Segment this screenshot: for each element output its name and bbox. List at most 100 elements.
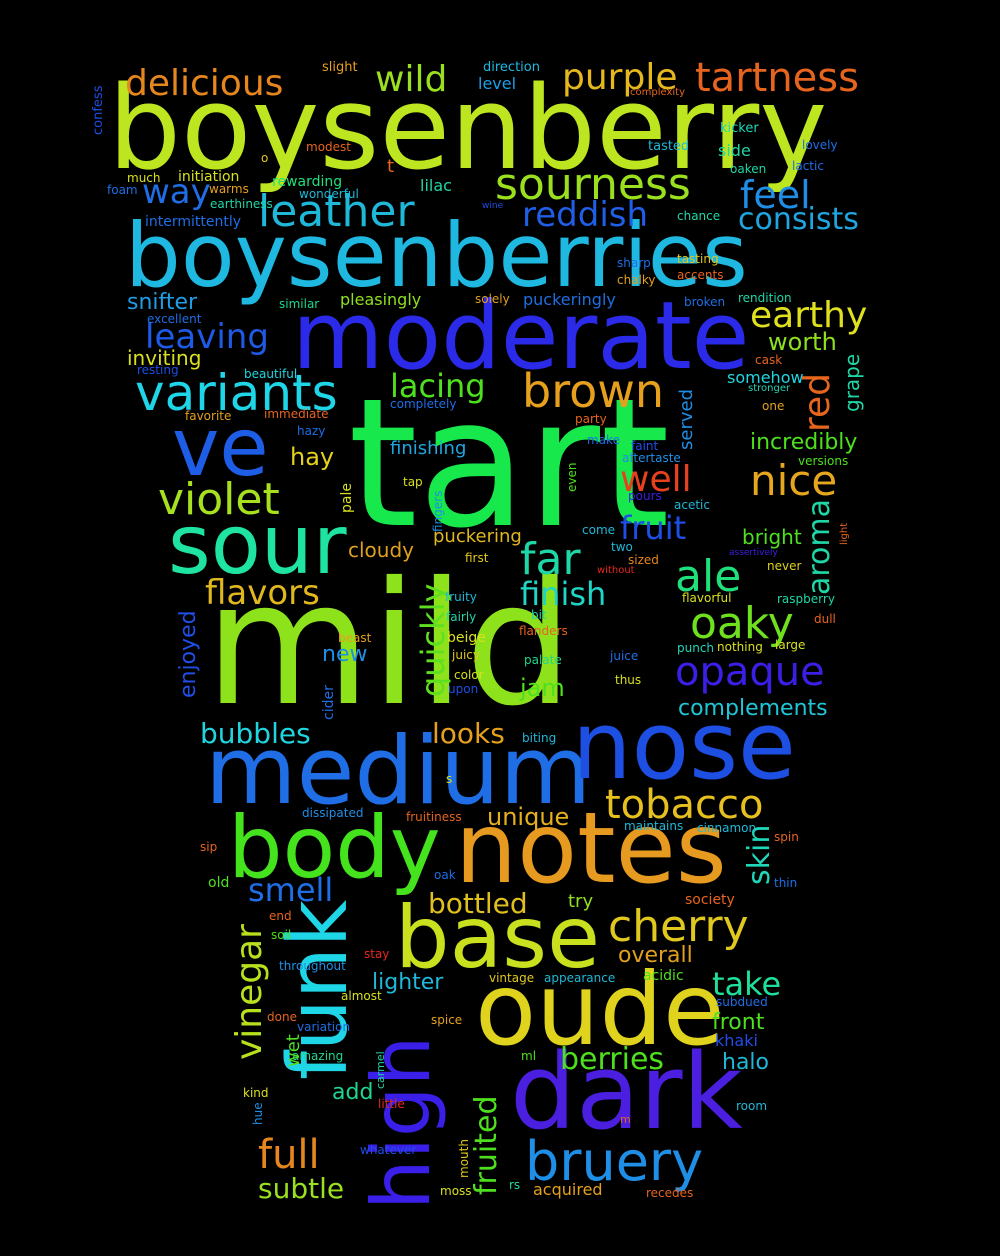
word: sharp <box>617 256 651 270</box>
word: society <box>685 892 735 908</box>
word: earthy <box>750 295 868 336</box>
word: boysenberries <box>125 204 748 307</box>
word: boysenberry <box>108 62 828 196</box>
word: vinegar <box>229 924 270 1060</box>
word: aroma <box>802 498 837 595</box>
word: faint <box>631 439 659 453</box>
word: intermittently <box>145 214 242 230</box>
word: side <box>718 141 751 160</box>
word: bright <box>742 525 802 549</box>
word: end <box>269 909 292 923</box>
word: hazy <box>297 424 326 438</box>
word: chance <box>677 209 721 223</box>
word: excellent <box>147 312 202 326</box>
word: grape <box>840 353 864 412</box>
word: hue <box>251 1102 265 1125</box>
word: almost <box>341 989 382 1003</box>
word: worth <box>768 328 837 356</box>
word: party <box>575 412 607 426</box>
word: oaky <box>690 598 794 649</box>
word: pleasingly <box>340 290 422 309</box>
word: rendition <box>738 291 792 305</box>
word: soil <box>271 928 292 942</box>
word: body <box>228 798 441 898</box>
word: pours <box>628 489 662 503</box>
word: beige <box>447 630 486 646</box>
word: overall <box>618 943 693 968</box>
word: recedes <box>646 1186 694 1200</box>
word: incredibly <box>750 430 858 455</box>
word: kicker <box>720 121 759 136</box>
word: fruited <box>469 1095 504 1195</box>
word: new <box>322 642 368 667</box>
word: sized <box>628 553 659 567</box>
word: color <box>454 668 484 682</box>
word: consists <box>738 202 859 237</box>
word: nose <box>572 692 796 801</box>
word: tartness <box>695 55 859 101</box>
word: way <box>142 172 211 212</box>
word: purple <box>562 57 678 98</box>
word: mild <box>205 546 573 744</box>
word: dissipated <box>302 806 364 820</box>
word: far <box>520 534 581 585</box>
word: acquired <box>533 1180 603 1199</box>
word: cinnamon <box>697 821 757 835</box>
word: fingers <box>431 490 445 532</box>
word: enjoyed <box>176 610 201 698</box>
word: tasting <box>677 252 719 266</box>
word: puckeringly <box>523 290 616 309</box>
word: little <box>378 1097 405 1111</box>
word: variation <box>297 1020 351 1034</box>
word: similar <box>279 297 320 311</box>
word: sour <box>168 498 347 593</box>
word: m <box>620 1113 631 1126</box>
word: accents <box>677 268 724 282</box>
word: juice <box>610 649 639 663</box>
word: mouth <box>457 1139 471 1178</box>
word: bubbles <box>200 717 311 750</box>
word: finishing <box>390 438 467 459</box>
word: ale <box>675 551 742 602</box>
word: beast <box>338 631 372 645</box>
word: tap <box>403 475 423 489</box>
word: assertively <box>729 548 778 558</box>
word: one <box>762 399 785 413</box>
word: oak <box>434 868 456 882</box>
word: fruitiness <box>406 810 462 824</box>
word: full <box>258 1132 320 1178</box>
word: whatever <box>360 1143 417 1157</box>
word: much <box>127 171 161 185</box>
word: nothing <box>717 640 763 654</box>
word: large <box>775 638 806 652</box>
word: lovely <box>802 138 838 152</box>
word: spice <box>431 1013 463 1027</box>
word: even <box>565 462 579 492</box>
word: wet <box>283 1034 304 1067</box>
word: unique <box>487 803 570 831</box>
word: try <box>568 891 594 912</box>
word: acetic <box>674 498 710 512</box>
word: finish <box>520 575 607 613</box>
word: take <box>712 965 782 1003</box>
word: bit <box>531 608 547 622</box>
word: halo <box>722 1050 769 1075</box>
word: immediate <box>264 407 329 421</box>
word: somehow <box>727 368 804 387</box>
word: two <box>611 540 633 554</box>
word: add <box>332 1080 374 1105</box>
word: complexity <box>630 87 685 98</box>
word: lilac <box>420 176 452 195</box>
word: hay <box>290 443 335 471</box>
word: dull <box>814 612 836 626</box>
word: s <box>446 772 453 786</box>
word: palate <box>524 653 562 667</box>
word: fairly <box>446 610 477 624</box>
word: wonderful <box>299 187 359 201</box>
word: leather <box>258 186 415 237</box>
word: t <box>387 156 395 177</box>
word: oaken <box>730 162 767 176</box>
word: front <box>712 1010 765 1035</box>
word: ml <box>521 1049 537 1063</box>
